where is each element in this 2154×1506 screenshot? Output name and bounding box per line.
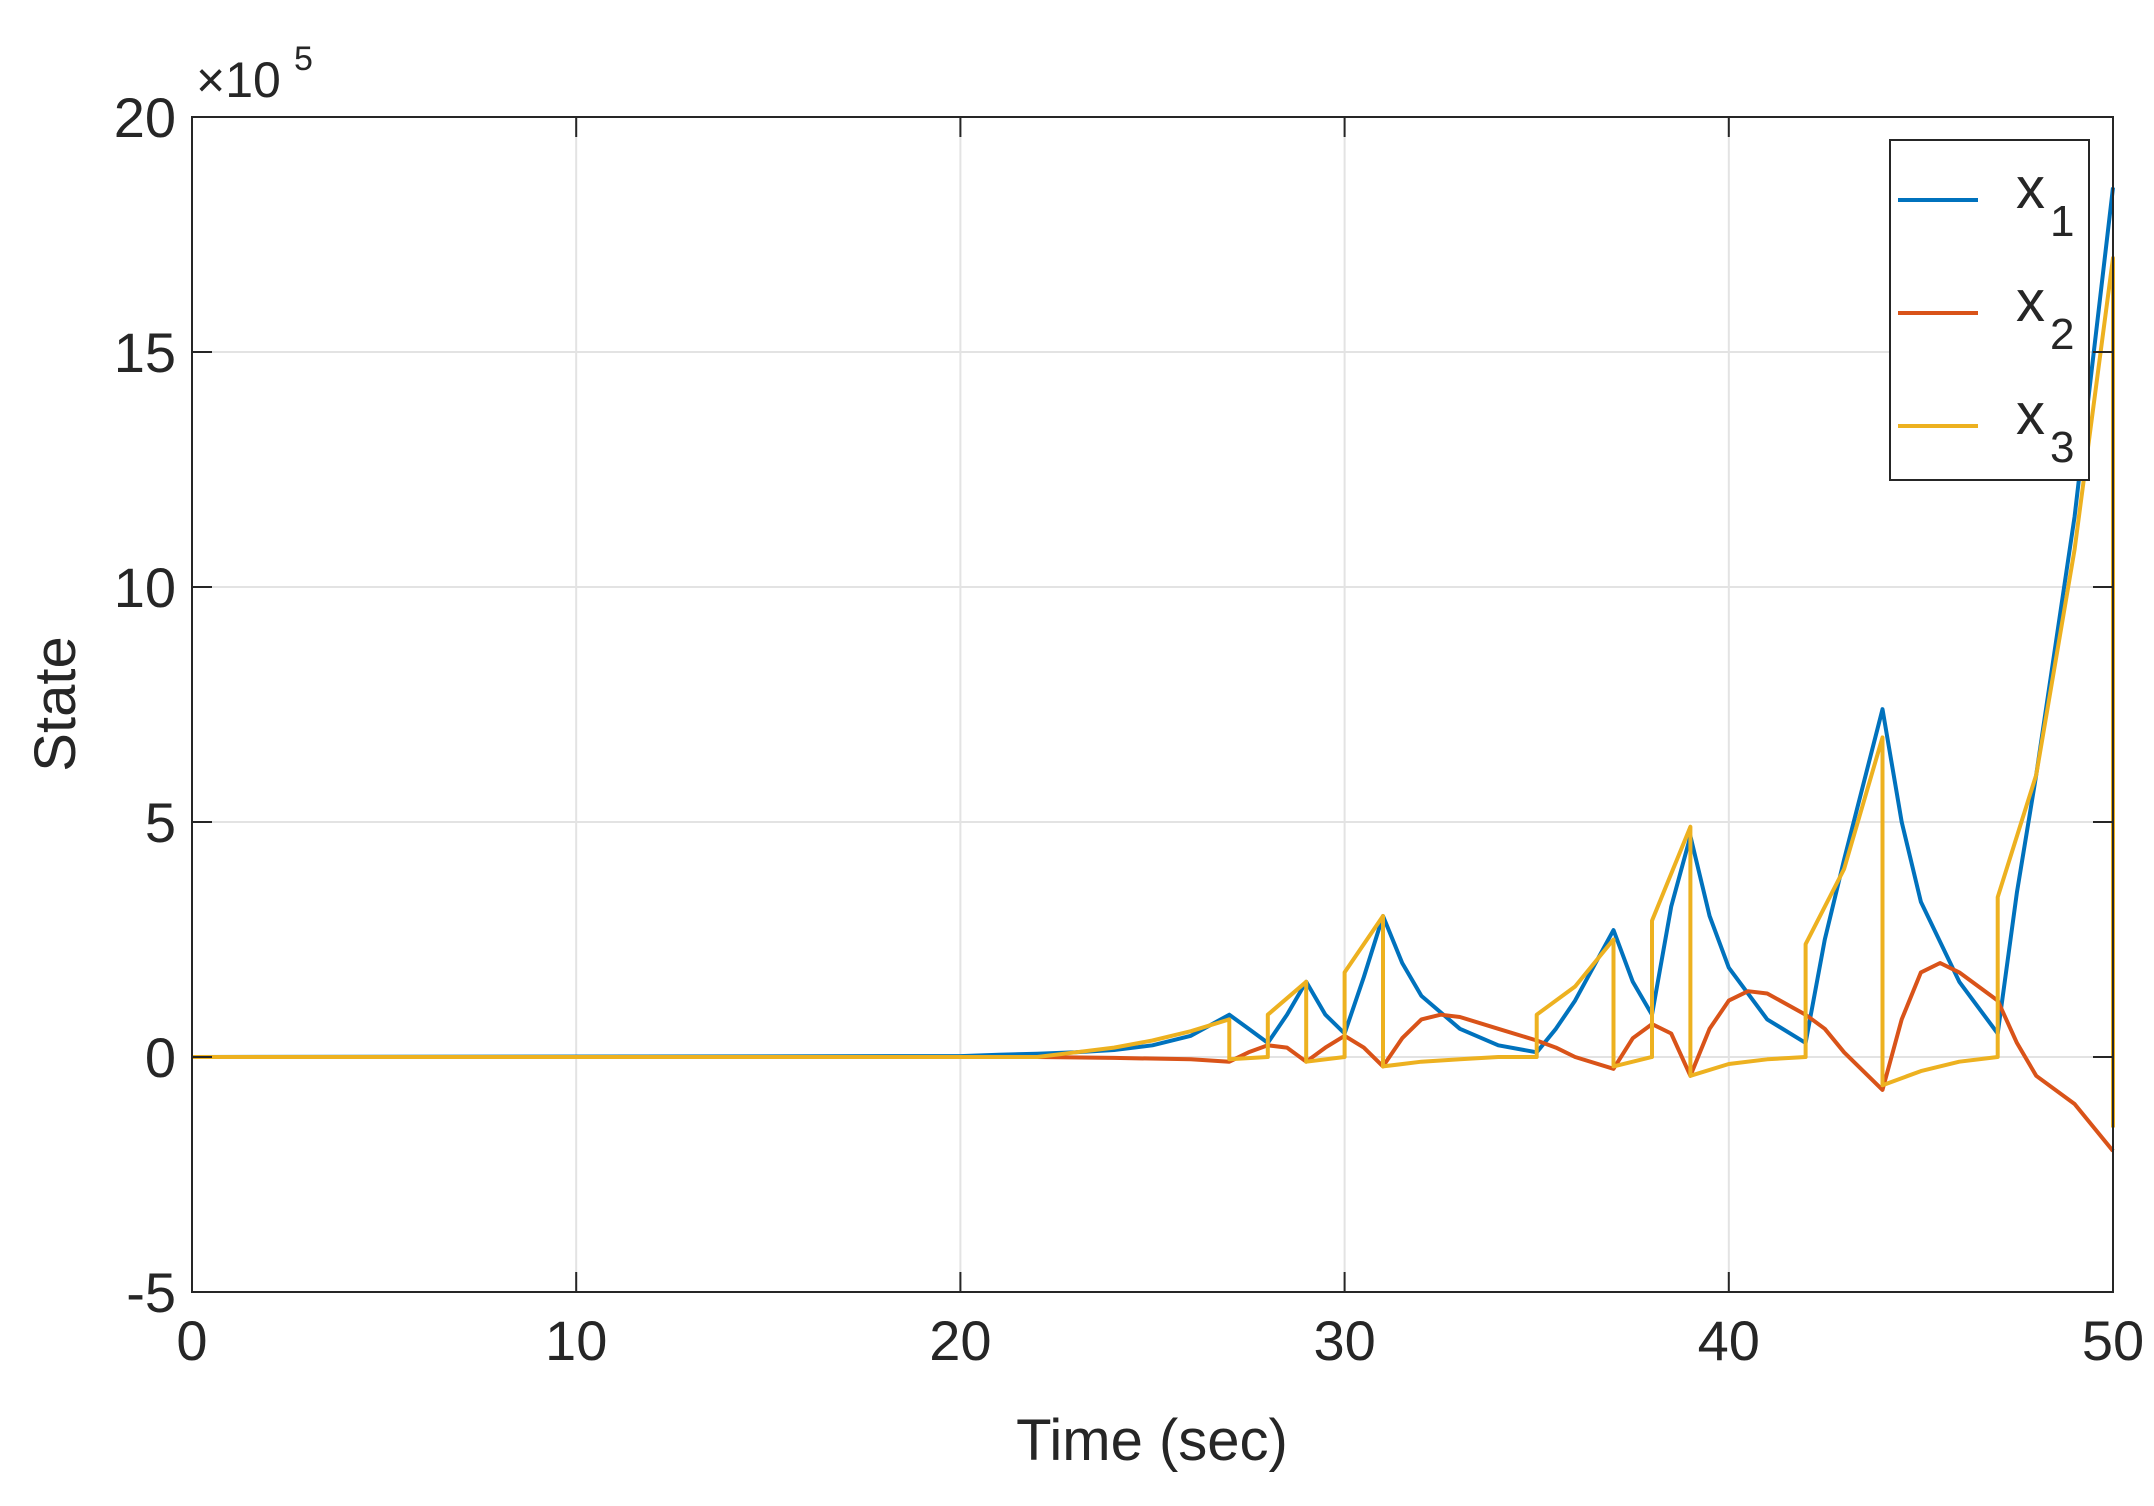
y-tick-label: 0 bbox=[145, 1026, 176, 1089]
x-tick-label: 30 bbox=[1313, 1309, 1375, 1372]
series-lines bbox=[191, 187, 2115, 1153]
axes-box bbox=[191, 116, 2114, 1293]
x-tick-label: 20 bbox=[929, 1309, 991, 1372]
plot-area bbox=[192, 117, 2113, 1292]
legend-label-x2: x bbox=[2016, 269, 2045, 334]
y-tick-label: 15 bbox=[114, 321, 176, 384]
series-line-x3 bbox=[192, 256, 2115, 1128]
x-tick-label: 10 bbox=[545, 1309, 607, 1372]
y-exponent-base: ×10 bbox=[196, 52, 281, 108]
x-axis-label: Time (sec) bbox=[1016, 1408, 1288, 1473]
legend-box bbox=[1889, 139, 2090, 481]
y-exponent-power: 5 bbox=[294, 40, 313, 78]
x-tick-label: 50 bbox=[2082, 1309, 2144, 1372]
legend-subscript-x1: 1 bbox=[2050, 197, 2074, 246]
legend-label-x1: x bbox=[2016, 156, 2045, 221]
legend-label-x3: x bbox=[2016, 382, 2045, 447]
y-tick-label: 5 bbox=[145, 791, 176, 854]
legend-subscript-x3: 3 bbox=[2050, 423, 2074, 472]
y-axis-label: State bbox=[23, 636, 88, 771]
y-tick-label: 10 bbox=[114, 556, 176, 619]
y-tick-label: 20 bbox=[114, 86, 176, 149]
legend-subscript-x2: 2 bbox=[2050, 310, 2074, 359]
x-tick-label: 40 bbox=[1698, 1309, 1760, 1372]
x-tick-label: 0 bbox=[176, 1309, 207, 1372]
series-line-x1 bbox=[191, 187, 2115, 1059]
y-tick-label: -5 bbox=[126, 1261, 176, 1324]
y-exponent-label: ×10 5 bbox=[196, 40, 313, 108]
series-line-x2 bbox=[192, 961, 2115, 1153]
